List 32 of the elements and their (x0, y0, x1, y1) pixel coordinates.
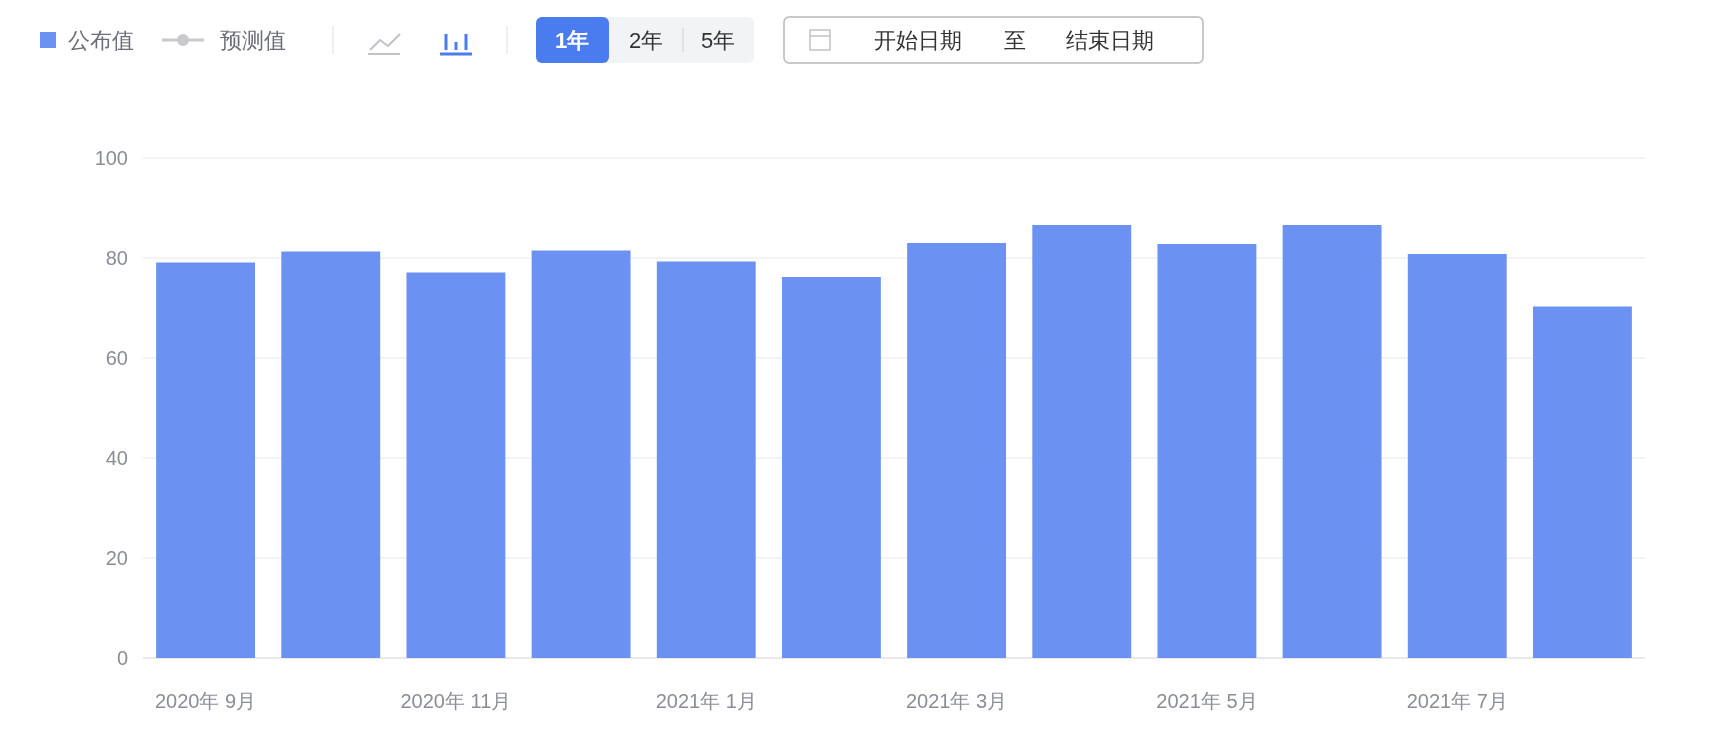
bar (1032, 225, 1132, 658)
bar (531, 250, 631, 658)
y-tick-label: 0 (116, 647, 128, 669)
bar (781, 277, 881, 658)
y-tick-label: 60 (105, 347, 128, 369)
bar (281, 251, 381, 658)
y-tick-label: 80 (105, 247, 128, 269)
text: 2年 (628, 28, 664, 53)
bar (1532, 306, 1632, 658)
legend-label: 公布值 (68, 28, 134, 53)
bar (406, 272, 506, 658)
x-tick-label: 2021年 3月 (906, 690, 1008, 712)
y-tick-label: 20 (105, 547, 128, 569)
y-tick-label: 40 (105, 447, 128, 469)
text: 开始日期 (874, 28, 962, 53)
x-tick-label: 2021年 5月 (1156, 690, 1258, 712)
legend-label: 预测值 (220, 28, 286, 53)
bar (156, 262, 256, 658)
bar (656, 261, 756, 658)
text: 5年 (700, 28, 736, 53)
x-tick-label: 2020年 11月 (400, 690, 512, 712)
text: 结束日期 (1066, 28, 1154, 53)
x-tick-label: 2020年 9月 (155, 690, 257, 712)
x-tick-label: 2021年 1月 (655, 690, 757, 712)
bar (1282, 225, 1382, 658)
bar (907, 243, 1007, 658)
text: 1年 (554, 28, 590, 53)
bar (1157, 244, 1257, 658)
y-tick-label: 100 (94, 147, 128, 169)
x-tick-label: 2021年 7月 (1406, 690, 1508, 712)
bar (1407, 254, 1507, 658)
text: 至 (1004, 28, 1026, 53)
